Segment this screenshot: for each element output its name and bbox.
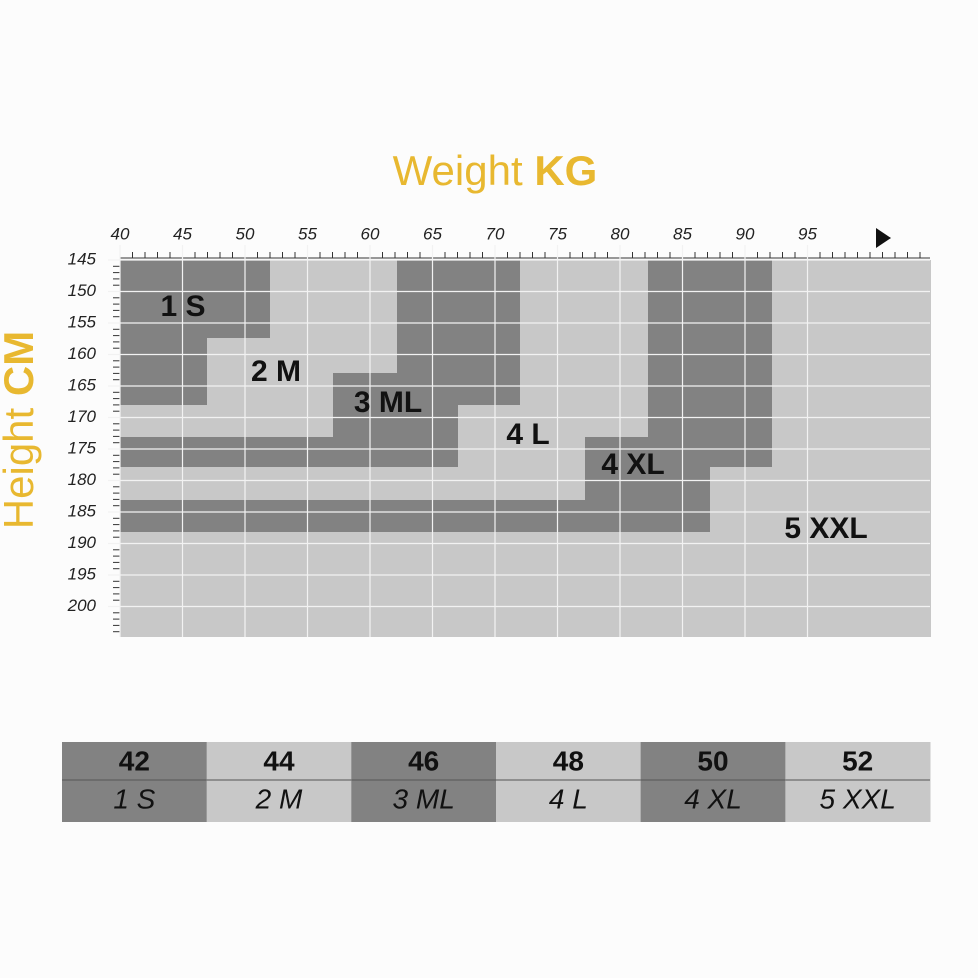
table-size: 44 [263,745,295,776]
x-tick-label: 50 [236,224,255,243]
table-cell [496,742,642,822]
x-tick-label: 85 [673,224,692,243]
x-tick-label: 55 [298,224,317,243]
zone-4xl [120,260,772,532]
x-tick-label: 95 [798,224,817,243]
table-cell [62,742,208,822]
y-tick-label: 195 [68,564,97,583]
x-tick-label: 45 [173,224,192,243]
y-title-unit: CM [0,331,42,396]
x-tick-label: 40 [111,224,130,243]
zone-1s [120,260,270,405]
x-tick-label: 90 [736,224,755,243]
table-size: 46 [408,745,439,776]
y-title-text: Height [0,407,42,529]
table-label: 2 M [255,783,303,814]
y-tick-label: 165 [68,375,97,394]
zone-3ml [120,260,520,467]
table-cell [640,742,786,822]
y-tick-label: 185 [68,501,97,520]
x-tick-label: 75 [548,224,567,243]
y-tick-label: 170 [68,407,97,426]
axis-arrow [876,228,891,248]
table-label: 4 L [549,783,588,814]
table-cell [785,742,931,822]
x-title-unit: KG [534,147,597,194]
y-tick-label: 175 [68,438,97,457]
dark-zones [120,260,772,532]
zone-label: 4 XL [601,448,664,481]
table-size: 50 [697,745,728,776]
table-label: 3 ML [393,783,455,814]
y-tick-label: 190 [68,533,97,552]
x-tick-label: 70 [486,224,505,243]
table-size: 48 [553,745,584,776]
table-cell [351,742,497,822]
y-tick-label: 155 [68,312,97,331]
table-size: 52 [842,745,873,776]
zone-label: 5 XXL [784,512,867,545]
table-size: 42 [119,745,150,776]
y-title: Height CM [0,331,42,529]
x-title: Weight KG [393,147,598,194]
x-tick-label: 65 [423,224,442,243]
y-tick-label: 150 [68,281,97,300]
y-tick-label: 180 [68,470,97,489]
zone-label: 1 S [160,290,205,323]
table-label: 5 XXL [820,783,896,814]
x-title-text: Weight [393,147,523,194]
zone-label: 4 L [506,418,549,451]
y-tick-label: 145 [68,249,97,268]
zone-label: 3 ML [354,386,422,419]
table-cell [206,742,352,822]
y-tick-label: 200 [67,596,97,615]
zone-label: 2 M [251,355,301,388]
x-tick-label: 80 [611,224,630,243]
x-tick-label: 60 [361,224,380,243]
table-label: 1 S [113,783,155,814]
table-label: 4 XL [684,783,742,814]
y-tick-label: 160 [68,344,97,363]
